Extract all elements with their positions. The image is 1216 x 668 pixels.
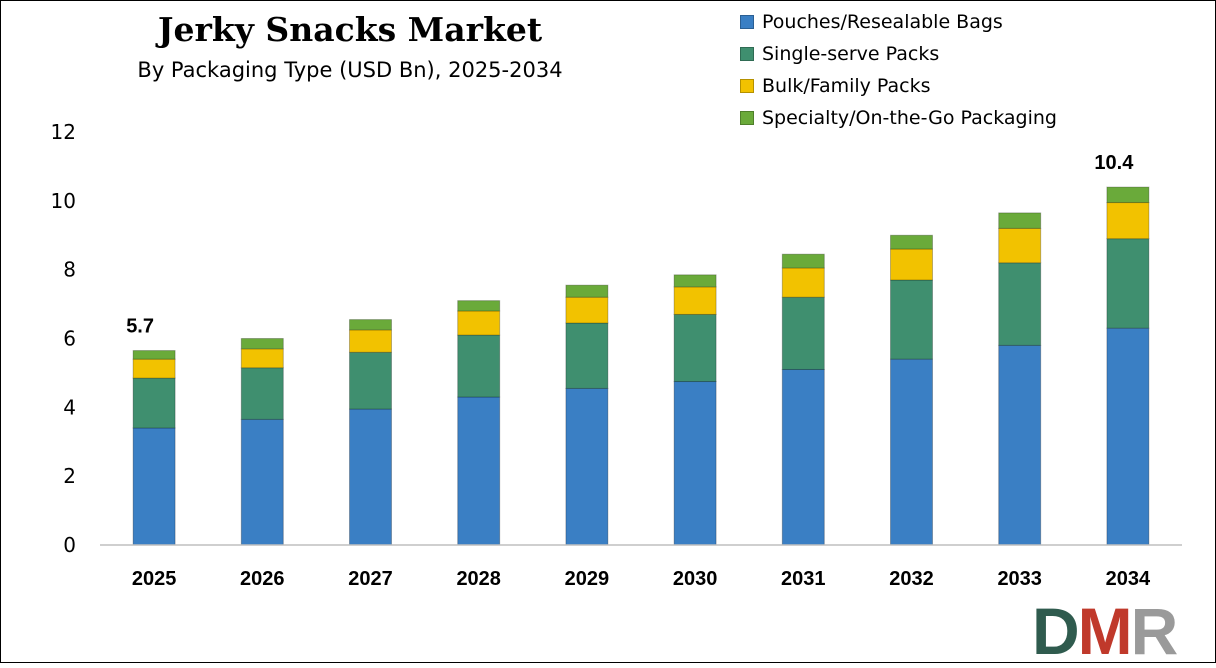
x-tick-label: 2029 bbox=[565, 568, 610, 590]
chart-subtitle: By Packaging Type (USD Bn), 2025-2034 bbox=[137, 58, 563, 82]
legend-label: Bulk/Family Packs bbox=[762, 75, 931, 97]
bar-segment-2032-1 bbox=[890, 279, 933, 360]
bar-segment-2026-0 bbox=[240, 418, 284, 546]
bar-segment-2025-3 bbox=[132, 350, 176, 360]
bar-segment-2025-2 bbox=[132, 358, 176, 379]
bar-segment-2034-0 bbox=[1106, 327, 1150, 546]
bar-segment-2033-1 bbox=[998, 262, 1042, 346]
dmr-logo: DMR bbox=[1032, 594, 1178, 668]
x-tick-label: 2031 bbox=[781, 568, 826, 590]
bar-segment-2031-0 bbox=[781, 368, 825, 546]
bar-segment-2029-0 bbox=[565, 387, 609, 546]
y-tick-label: 8 bbox=[63, 258, 76, 282]
bar-segment-2034-1 bbox=[1106, 238, 1150, 329]
legend-item-single-serve: Single-serve Packs bbox=[740, 38, 1057, 70]
x-tick-label: 2028 bbox=[456, 568, 501, 590]
legend-swatch bbox=[740, 79, 754, 93]
legend: Pouches/Resealable Bags Single-serve Pac… bbox=[740, 6, 1057, 134]
bar-segment-2033-0 bbox=[998, 344, 1042, 546]
x-tick-label: 2026 bbox=[240, 568, 285, 590]
legend-label: Specialty/On-the-Go Packaging bbox=[762, 107, 1057, 129]
y-tick-label: 0 bbox=[63, 533, 76, 557]
legend-label: Single-serve Packs bbox=[762, 43, 940, 65]
bar-segment-2034-2 bbox=[1106, 202, 1150, 240]
bar-segment-2025-1 bbox=[132, 377, 176, 429]
bar-segment-2031-2 bbox=[781, 267, 825, 298]
bar-segment-2030-1 bbox=[673, 313, 717, 383]
bar-segment-2028-3 bbox=[457, 300, 501, 312]
bar-segment-2033-2 bbox=[998, 227, 1042, 264]
bar-segment-2027-3 bbox=[349, 319, 392, 331]
y-tick-label: 6 bbox=[63, 327, 76, 351]
y-tick-label: 2 bbox=[63, 464, 76, 488]
y-tick-label: 10 bbox=[51, 189, 76, 213]
x-tick-label: 2033 bbox=[997, 568, 1042, 590]
bar-segment-2026-3 bbox=[240, 338, 284, 350]
legend-swatch bbox=[740, 47, 754, 61]
bar-segment-2030-0 bbox=[673, 381, 717, 546]
bar-segment-2028-1 bbox=[457, 334, 501, 398]
data-label: 10.4 bbox=[1094, 152, 1134, 174]
x-tick-label: 2027 bbox=[348, 568, 393, 590]
bar-segment-2028-2 bbox=[457, 310, 501, 336]
legend-label: Pouches/Resealable Bags bbox=[762, 11, 1003, 33]
chart-title: Jerky Snacks Market bbox=[157, 10, 543, 49]
y-tick-label: 4 bbox=[63, 395, 76, 419]
legend-swatch bbox=[740, 15, 754, 29]
bar-segment-2032-3 bbox=[890, 234, 933, 250]
legend-swatch bbox=[740, 111, 754, 125]
data-label: 5.7 bbox=[126, 316, 154, 338]
bar-segment-2031-1 bbox=[781, 296, 825, 370]
bar-segment-2029-3 bbox=[565, 284, 609, 298]
x-tick-label: 2030 bbox=[673, 568, 718, 590]
bar-segment-2029-1 bbox=[565, 322, 609, 389]
legend-item-pouches: Pouches/Resealable Bags bbox=[740, 6, 1057, 38]
x-tick-label: 2032 bbox=[889, 568, 934, 590]
bar-segment-2027-0 bbox=[349, 408, 392, 546]
bar-segment-2030-2 bbox=[673, 286, 717, 315]
bar-segment-2034-3 bbox=[1106, 186, 1150, 204]
bar-segment-2026-2 bbox=[240, 348, 284, 369]
bar-segment-2030-3 bbox=[673, 274, 717, 288]
x-tick-label: 2034 bbox=[1106, 568, 1151, 590]
bar-segment-2028-0 bbox=[457, 396, 501, 546]
bar-segment-2032-2 bbox=[890, 248, 933, 281]
y-tick-label: 12 bbox=[51, 120, 76, 144]
bar-segment-2031-3 bbox=[781, 253, 825, 269]
bar-segment-2032-0 bbox=[890, 358, 933, 546]
bar-segment-2025-0 bbox=[132, 427, 176, 546]
bar-segment-2033-3 bbox=[998, 212, 1042, 229]
bar-segment-2026-1 bbox=[240, 367, 284, 420]
bar-segment-2029-2 bbox=[565, 296, 609, 324]
legend-item-specialty: Specialty/On-the-Go Packaging bbox=[740, 102, 1057, 134]
bar-segment-2027-2 bbox=[349, 329, 392, 353]
x-tick-label: 2025 bbox=[132, 568, 177, 590]
legend-item-bulk: Bulk/Family Packs bbox=[740, 70, 1057, 102]
bar-segment-2027-1 bbox=[349, 351, 392, 410]
